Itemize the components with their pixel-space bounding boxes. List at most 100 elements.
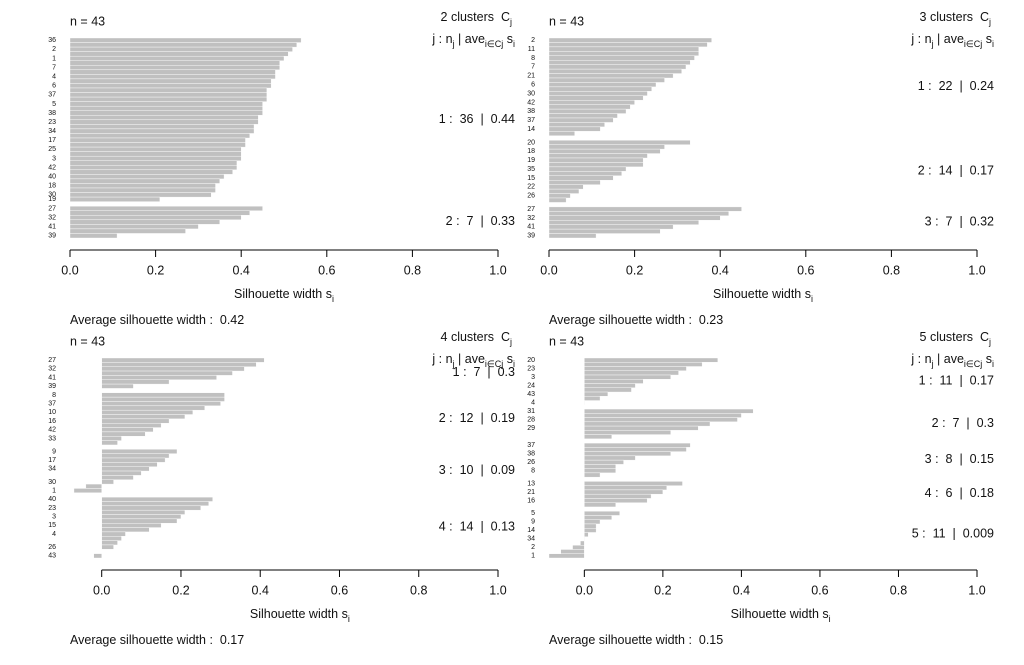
text-part [953,486,960,500]
bar [69,210,250,216]
text-part: 0.13 [491,520,515,534]
bar [548,153,648,159]
text-part: j : n [910,352,931,366]
text-part: | [480,411,483,425]
bar [584,510,620,516]
text-part: | [959,215,962,229]
bar [101,383,134,389]
bar [101,370,233,376]
text-part: 0.18 [970,486,994,500]
subscript: i [992,39,994,49]
cluster-summary: 3 : 10 | 0.09 [439,463,515,477]
bar [69,37,302,43]
text-part [467,366,474,380]
cluster-summary: 3 : 7 | 0.32 [925,215,994,229]
text-part [453,112,460,126]
subscript: i [513,39,515,49]
bar [548,100,635,105]
bar-label: 9 [531,519,535,526]
bar [584,425,699,431]
bar [101,496,213,502]
bar [548,37,712,43]
text-part: 0.24 [970,79,994,93]
text-part: 2 clusters [441,10,495,24]
bar-label: 3 [52,514,56,521]
text-part: 4 [439,520,446,534]
text-part: 0.3 [498,366,515,380]
bar-label: 17 [48,457,56,464]
bar-label: 30 [48,192,56,199]
bar [584,523,597,529]
bar [69,165,238,171]
cluster-summary: 4 : 14 | 0.13 [439,520,515,534]
text-part [973,330,980,344]
subscript: j [452,359,455,369]
bar-label: 31 [527,408,535,415]
bar [548,206,742,212]
text-part [480,366,487,380]
bar-label: 37 [527,442,535,449]
bar-label: 27 [48,357,56,364]
bar [69,133,250,139]
x-tick-label: 1.0 [489,583,506,597]
subscript: i [992,359,994,369]
bar [69,69,276,75]
text-part [953,215,960,229]
bar-label: 3 [52,155,56,162]
bar [69,51,289,57]
text-part: Average silhouette width : [70,313,213,327]
bar-label: 6 [52,83,56,90]
text-part: 3 [925,452,932,466]
x-axis-label: Silhouette width si [234,287,334,304]
bar [548,148,661,154]
text-part: Average silhouette width : [549,313,692,327]
bar [584,374,671,380]
subscript: j [452,39,455,49]
text-part: 12 [460,411,474,425]
text-part [963,374,970,388]
bar [584,515,613,520]
bar-label: 42 [48,164,56,171]
text-part [453,520,460,534]
bar-label: 34 [527,536,535,543]
text-part: 5 [912,527,919,541]
bar [548,64,687,70]
text-part [453,463,460,477]
text-part [474,520,481,534]
text-part [932,164,939,178]
bar [584,434,613,440]
bar [101,427,154,433]
text-part [963,79,970,93]
bar [101,396,225,402]
text-part: : [928,164,931,178]
bar [548,95,644,101]
bar [584,519,601,525]
bar [548,144,665,150]
bar-label: 17 [48,137,56,144]
text-part [474,112,481,126]
x-tick-label: 0.6 [318,263,335,277]
bar [69,160,238,166]
x-tick-label: 0.8 [883,263,900,277]
text-part: 0.17 [970,164,994,178]
text-part [484,411,491,425]
bar [584,464,616,469]
bar [69,187,216,193]
bar [101,523,162,528]
text-part [953,79,960,93]
bar-label: 21 [527,73,535,80]
text-part: C [501,10,510,24]
bar [584,362,703,367]
text-part: 0.17 [970,374,994,388]
bar [584,379,644,384]
bar [548,224,674,230]
bar-label: 23 [48,119,56,126]
bar [69,137,246,143]
bar [101,509,186,515]
subscript: i∈Cj [485,359,503,369]
bar-label: 26 [48,544,56,551]
bar [584,502,616,508]
bar-label: 42 [48,427,56,434]
n-label: n = 43 [70,14,105,28]
bar [548,73,674,79]
